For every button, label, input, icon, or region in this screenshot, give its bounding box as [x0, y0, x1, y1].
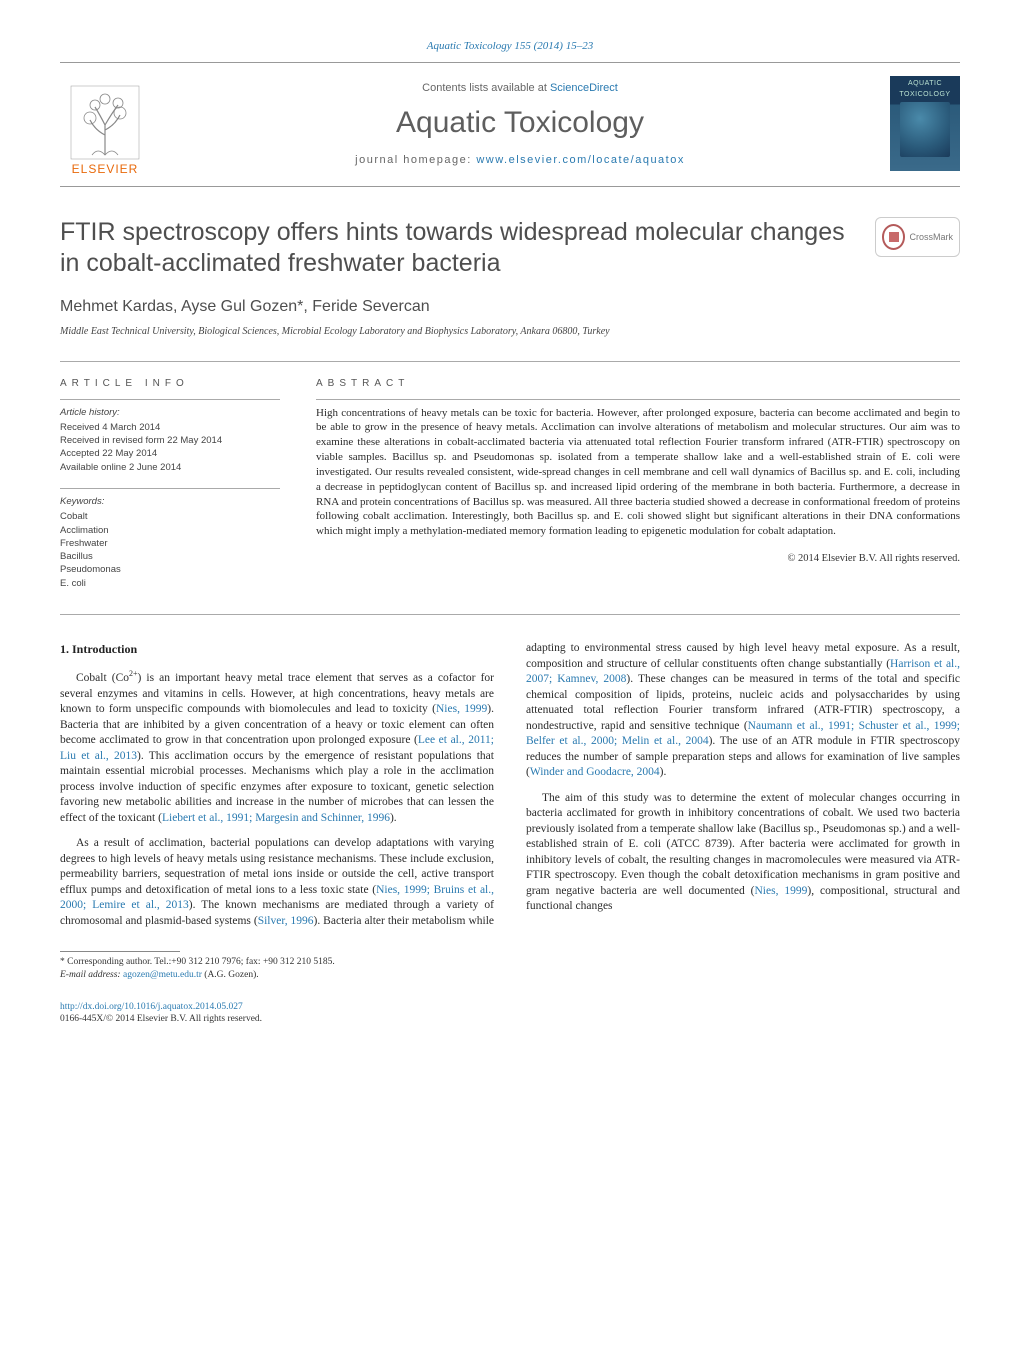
keyword: Cobalt [60, 510, 280, 523]
email-label: E-mail address: [60, 970, 123, 980]
reference-link[interactable]: Winder and Goodacre, 2004 [530, 766, 660, 778]
journal-name: Aquatic Toxicology [150, 106, 890, 140]
corresponding-author: * Corresponding author. Tel.:+90 312 210… [60, 956, 960, 968]
contents-available-line: Contents lists available at ScienceDirec… [150, 82, 890, 94]
history-online: Available online 2 June 2014 [60, 461, 280, 474]
article-title: FTIR spectroscopy offers hints towards w… [60, 217, 855, 280]
abstract-heading: ABSTRACT [316, 378, 960, 389]
publisher-name: ELSEVIER [72, 162, 139, 176]
paragraph-3: The aim of this study was to determine t… [526, 791, 960, 915]
email-tail: (A.G. Gozen). [202, 970, 259, 980]
history-accepted: Accepted 22 May 2014 [60, 447, 280, 460]
p2-text: ). [660, 766, 667, 778]
keyword: Pseudomonas [60, 563, 280, 576]
keyword: Freshwater [60, 537, 280, 550]
footnote-separator [60, 951, 180, 952]
article-info-block: ARTICLE INFO Article history: Received 4… [60, 378, 280, 605]
keywords-block: Keywords: Cobalt Acclimation Freshwater … [60, 488, 280, 590]
journal-cover-thumbnail: AQUATIC TOXICOLOGY [890, 76, 960, 171]
abstract-block: ABSTRACT High concentrations of heavy me… [316, 378, 960, 605]
keywords-label: Keywords: [60, 495, 280, 508]
footnotes: * Corresponding author. Tel.:+90 312 210… [60, 956, 960, 981]
journal-homepage-link[interactable]: www.elsevier.com/locate/aquatox [476, 154, 685, 166]
p1-text: Cobalt (Co [76, 672, 129, 684]
publisher-logo: ELSEVIER [60, 71, 150, 176]
authors: Mehmet Kardas, Ayse Gul Gozen*, Feride S… [60, 298, 960, 316]
sciencedirect-link[interactable]: ScienceDirect [550, 82, 618, 94]
cobalt-charge: 2+ [129, 669, 138, 678]
citation-header: Aquatic Toxicology 155 (2014) 15–23 [60, 40, 960, 52]
cover-title-1: AQUATIC [908, 80, 942, 87]
doi-link[interactable]: http://dx.doi.org/10.1016/j.aquatox.2014… [60, 1002, 243, 1012]
p1-text: ). [390, 812, 397, 824]
email-line: E-mail address: agozen@metu.edu.tr (A.G.… [60, 969, 960, 981]
homepage-pre: journal homepage: [355, 154, 476, 166]
history-label: Article history: [60, 406, 280, 419]
crossmark-badge[interactable]: CrossMark [875, 217, 960, 257]
journal-header: ELSEVIER Contents lists available at Sci… [60, 62, 960, 187]
reference-link[interactable]: Silver, 1996 [258, 915, 314, 927]
elsevier-tree-icon [70, 85, 140, 160]
abstract-text: High concentrations of heavy metals can … [316, 399, 960, 540]
divider-bottom [60, 614, 960, 615]
body-columns: 1. Introduction Cobalt (Co2+) is an impo… [60, 641, 960, 929]
history-received: Received 4 March 2014 [60, 421, 280, 434]
keyword: E. coli [60, 577, 280, 590]
paragraph-1: Cobalt (Co2+) is an important heavy meta… [60, 669, 494, 826]
reference-link[interactable]: Liebert et al., 1991; Margesin and Schin… [162, 812, 390, 824]
cover-title-2: TOXICOLOGY [899, 91, 950, 98]
reference-link[interactable]: Nies, 1999 [436, 703, 487, 715]
journal-homepage-line: journal homepage: www.elsevier.com/locat… [150, 154, 890, 166]
contents-pre: Contents lists available at [422, 82, 550, 94]
issn-copyright: 0166-445X/© 2014 Elsevier B.V. All right… [60, 1013, 960, 1025]
footer-block: http://dx.doi.org/10.1016/j.aquatox.2014… [60, 1001, 960, 1026]
abstract-copyright: © 2014 Elsevier B.V. All rights reserved… [316, 553, 960, 564]
p3-text: The aim of this study was to determine t… [526, 792, 960, 897]
article-history: Article history: Received 4 March 2014 R… [60, 399, 280, 474]
keyword: Acclimation [60, 524, 280, 537]
keyword: Bacillus [60, 550, 280, 563]
article-info-heading: ARTICLE INFO [60, 378, 280, 389]
history-revised: Received in revised form 22 May 2014 [60, 434, 280, 447]
cover-image [900, 102, 950, 157]
divider-top [60, 361, 960, 362]
reference-link[interactable]: Nies, 1999 [754, 885, 807, 897]
section-1-heading: 1. Introduction [60, 641, 494, 657]
email-link[interactable]: agozen@metu.edu.tr [123, 970, 202, 980]
crossmark-label: CrossMark [909, 232, 953, 242]
affiliation: Middle East Technical University, Biolog… [60, 326, 960, 337]
crossmark-icon [882, 224, 905, 250]
header-center: Contents lists available at ScienceDirec… [150, 82, 890, 166]
